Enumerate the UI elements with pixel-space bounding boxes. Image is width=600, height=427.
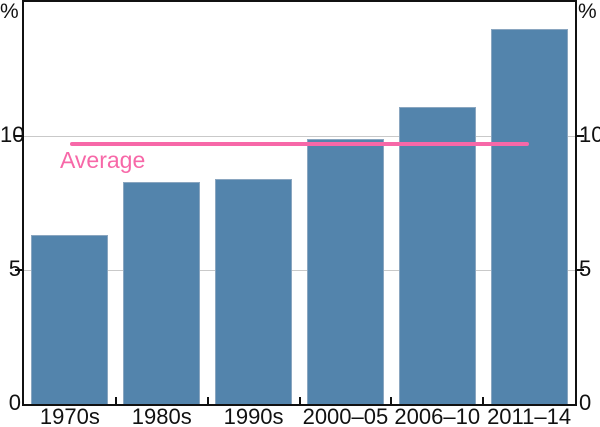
x-tick-label-2011–14: 2011–14 [487, 404, 572, 427]
gridline-10 [24, 135, 575, 137]
y-tick-mark [577, 269, 584, 271]
y-tick-label-left-5: 5 [8, 255, 21, 281]
y-axis-unit-left: % [0, 0, 19, 23]
average-line [69, 142, 530, 147]
y-tick-label-right-5: 5 [579, 255, 592, 281]
y-tick-mark [15, 135, 22, 137]
y-axis-unit-right: % [578, 0, 597, 23]
x-tick-label-2000–05: 2000–05 [302, 404, 389, 427]
plot-area [22, 0, 577, 406]
x-tick-label-2006–10: 2006–10 [394, 404, 481, 427]
bar-2011–14 [490, 28, 568, 404]
y-tick-mark [15, 269, 22, 271]
bar-2000–05 [306, 138, 384, 404]
y-tick-mark [577, 135, 584, 137]
y-tick-label-right-0: 0 [579, 389, 592, 415]
x-axis-boundary-tick [390, 397, 393, 404]
bar-1990s [215, 178, 293, 404]
bar-1980s [123, 181, 201, 404]
bar-1970s [31, 235, 109, 404]
bar-2006–10 [398, 106, 476, 404]
y-tick-label-right-10: 10 [579, 121, 600, 147]
x-axis-boundary-tick [206, 397, 209, 404]
x-tick-label-1980s: 1980s [131, 404, 192, 427]
x-axis-boundary-tick [298, 397, 301, 404]
x-axis-boundary-tick [114, 397, 117, 404]
x-axis-boundary-tick [482, 397, 485, 404]
y-tick-label-left-0: 0 [8, 389, 21, 415]
x-tick-label-1990s: 1990s [223, 404, 284, 427]
average-line-label: Average [60, 147, 146, 173]
y-tick-label-left-10: 10 [0, 121, 25, 147]
gridline-5 [24, 269, 575, 271]
x-tick-label-1970s: 1970s [39, 404, 100, 427]
